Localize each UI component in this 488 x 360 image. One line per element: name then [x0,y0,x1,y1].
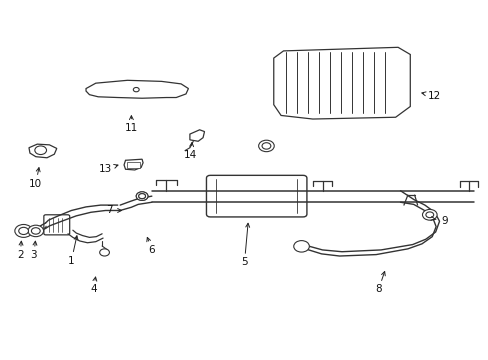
Text: 8: 8 [374,284,381,294]
Text: 12: 12 [427,91,440,101]
Circle shape [136,192,148,201]
Circle shape [262,143,270,149]
Text: 11: 11 [124,123,138,133]
Circle shape [139,194,145,199]
Circle shape [133,87,139,92]
Circle shape [31,228,40,234]
Polygon shape [273,47,409,119]
Circle shape [28,225,43,237]
Polygon shape [29,144,57,158]
Text: 6: 6 [148,245,155,255]
Circle shape [100,249,109,256]
Circle shape [35,146,46,154]
Polygon shape [124,159,143,170]
Circle shape [136,192,148,201]
Circle shape [15,225,32,237]
Text: 4: 4 [90,284,97,294]
Circle shape [139,194,145,199]
Text: 13: 13 [99,164,112,174]
FancyBboxPatch shape [206,175,306,217]
Circle shape [258,140,274,152]
FancyBboxPatch shape [44,215,70,235]
Text: 1: 1 [68,256,75,266]
Text: 9: 9 [440,216,447,226]
Text: 10: 10 [29,179,42,189]
Circle shape [293,240,309,252]
Text: 3: 3 [30,250,37,260]
Text: 5: 5 [241,257,247,267]
Text: 7: 7 [105,206,112,216]
FancyBboxPatch shape [127,162,140,168]
Circle shape [425,212,433,218]
Text: 2: 2 [17,250,23,260]
Circle shape [19,227,28,234]
Text: 14: 14 [184,150,197,160]
Polygon shape [189,130,204,141]
Polygon shape [86,80,188,98]
Circle shape [422,210,436,220]
